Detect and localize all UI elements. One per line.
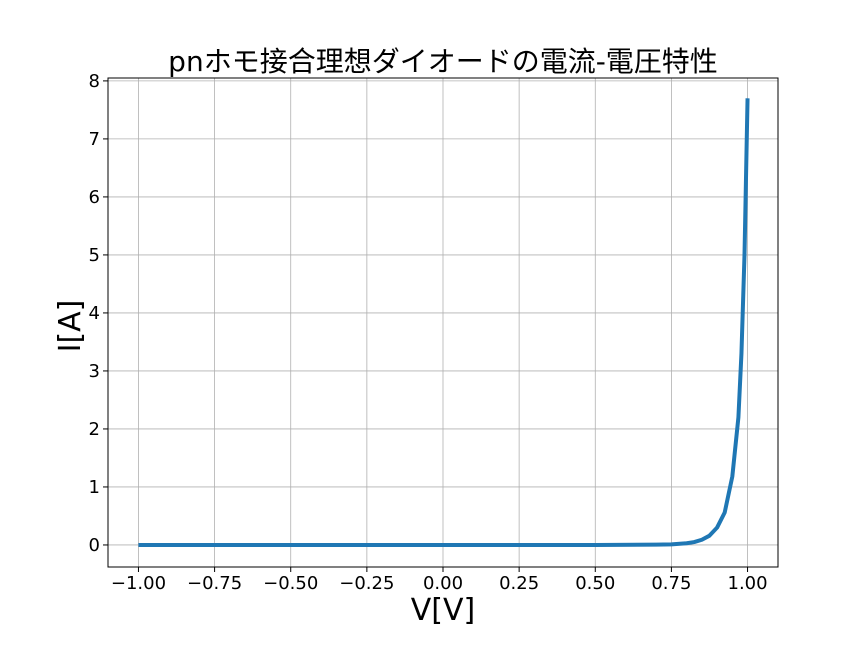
y-tick-label: 8 <box>89 71 100 92</box>
x-tick-label: 0.25 <box>499 573 539 594</box>
y-tick-label: 0 <box>89 535 100 556</box>
series-line <box>138 98 750 547</box>
axis-ticks: −1.00 −0.75 −0.50 −0.25 0.00 0.25 0.50 0.75 1.00… <box>89 71 768 594</box>
x-tick-label: −0.25 <box>339 573 394 594</box>
y-tick-label: 1 <box>89 477 100 498</box>
y-tick-label: 7 <box>89 129 100 150</box>
x-tick-label: −0.50 <box>263 573 318 594</box>
chart-title: pnホモ接合理想ダイオードの電流-電圧特性 <box>168 45 718 78</box>
x-axis-title: V[V] <box>411 593 475 628</box>
y-tick-label: 2 <box>89 419 100 440</box>
y-tick-label: 3 <box>89 361 100 382</box>
grid <box>108 78 778 567</box>
plot-frame <box>107 77 779 568</box>
x-tick-label: −0.75 <box>187 573 242 594</box>
x-tick-label: −1.00 <box>111 573 166 594</box>
x-tick-label: 1.00 <box>728 573 768 594</box>
series-layer <box>138 98 750 547</box>
x-tick-label: 0.00 <box>423 573 463 594</box>
y-tick-label: 6 <box>89 187 100 208</box>
y-tick-label: 5 <box>89 245 100 266</box>
y-axis-title: I[A] <box>53 300 88 353</box>
x-tick-label: 0.50 <box>575 573 615 594</box>
y-tick-label: 4 <box>89 303 100 324</box>
x-tick-label: 0.75 <box>651 573 691 594</box>
